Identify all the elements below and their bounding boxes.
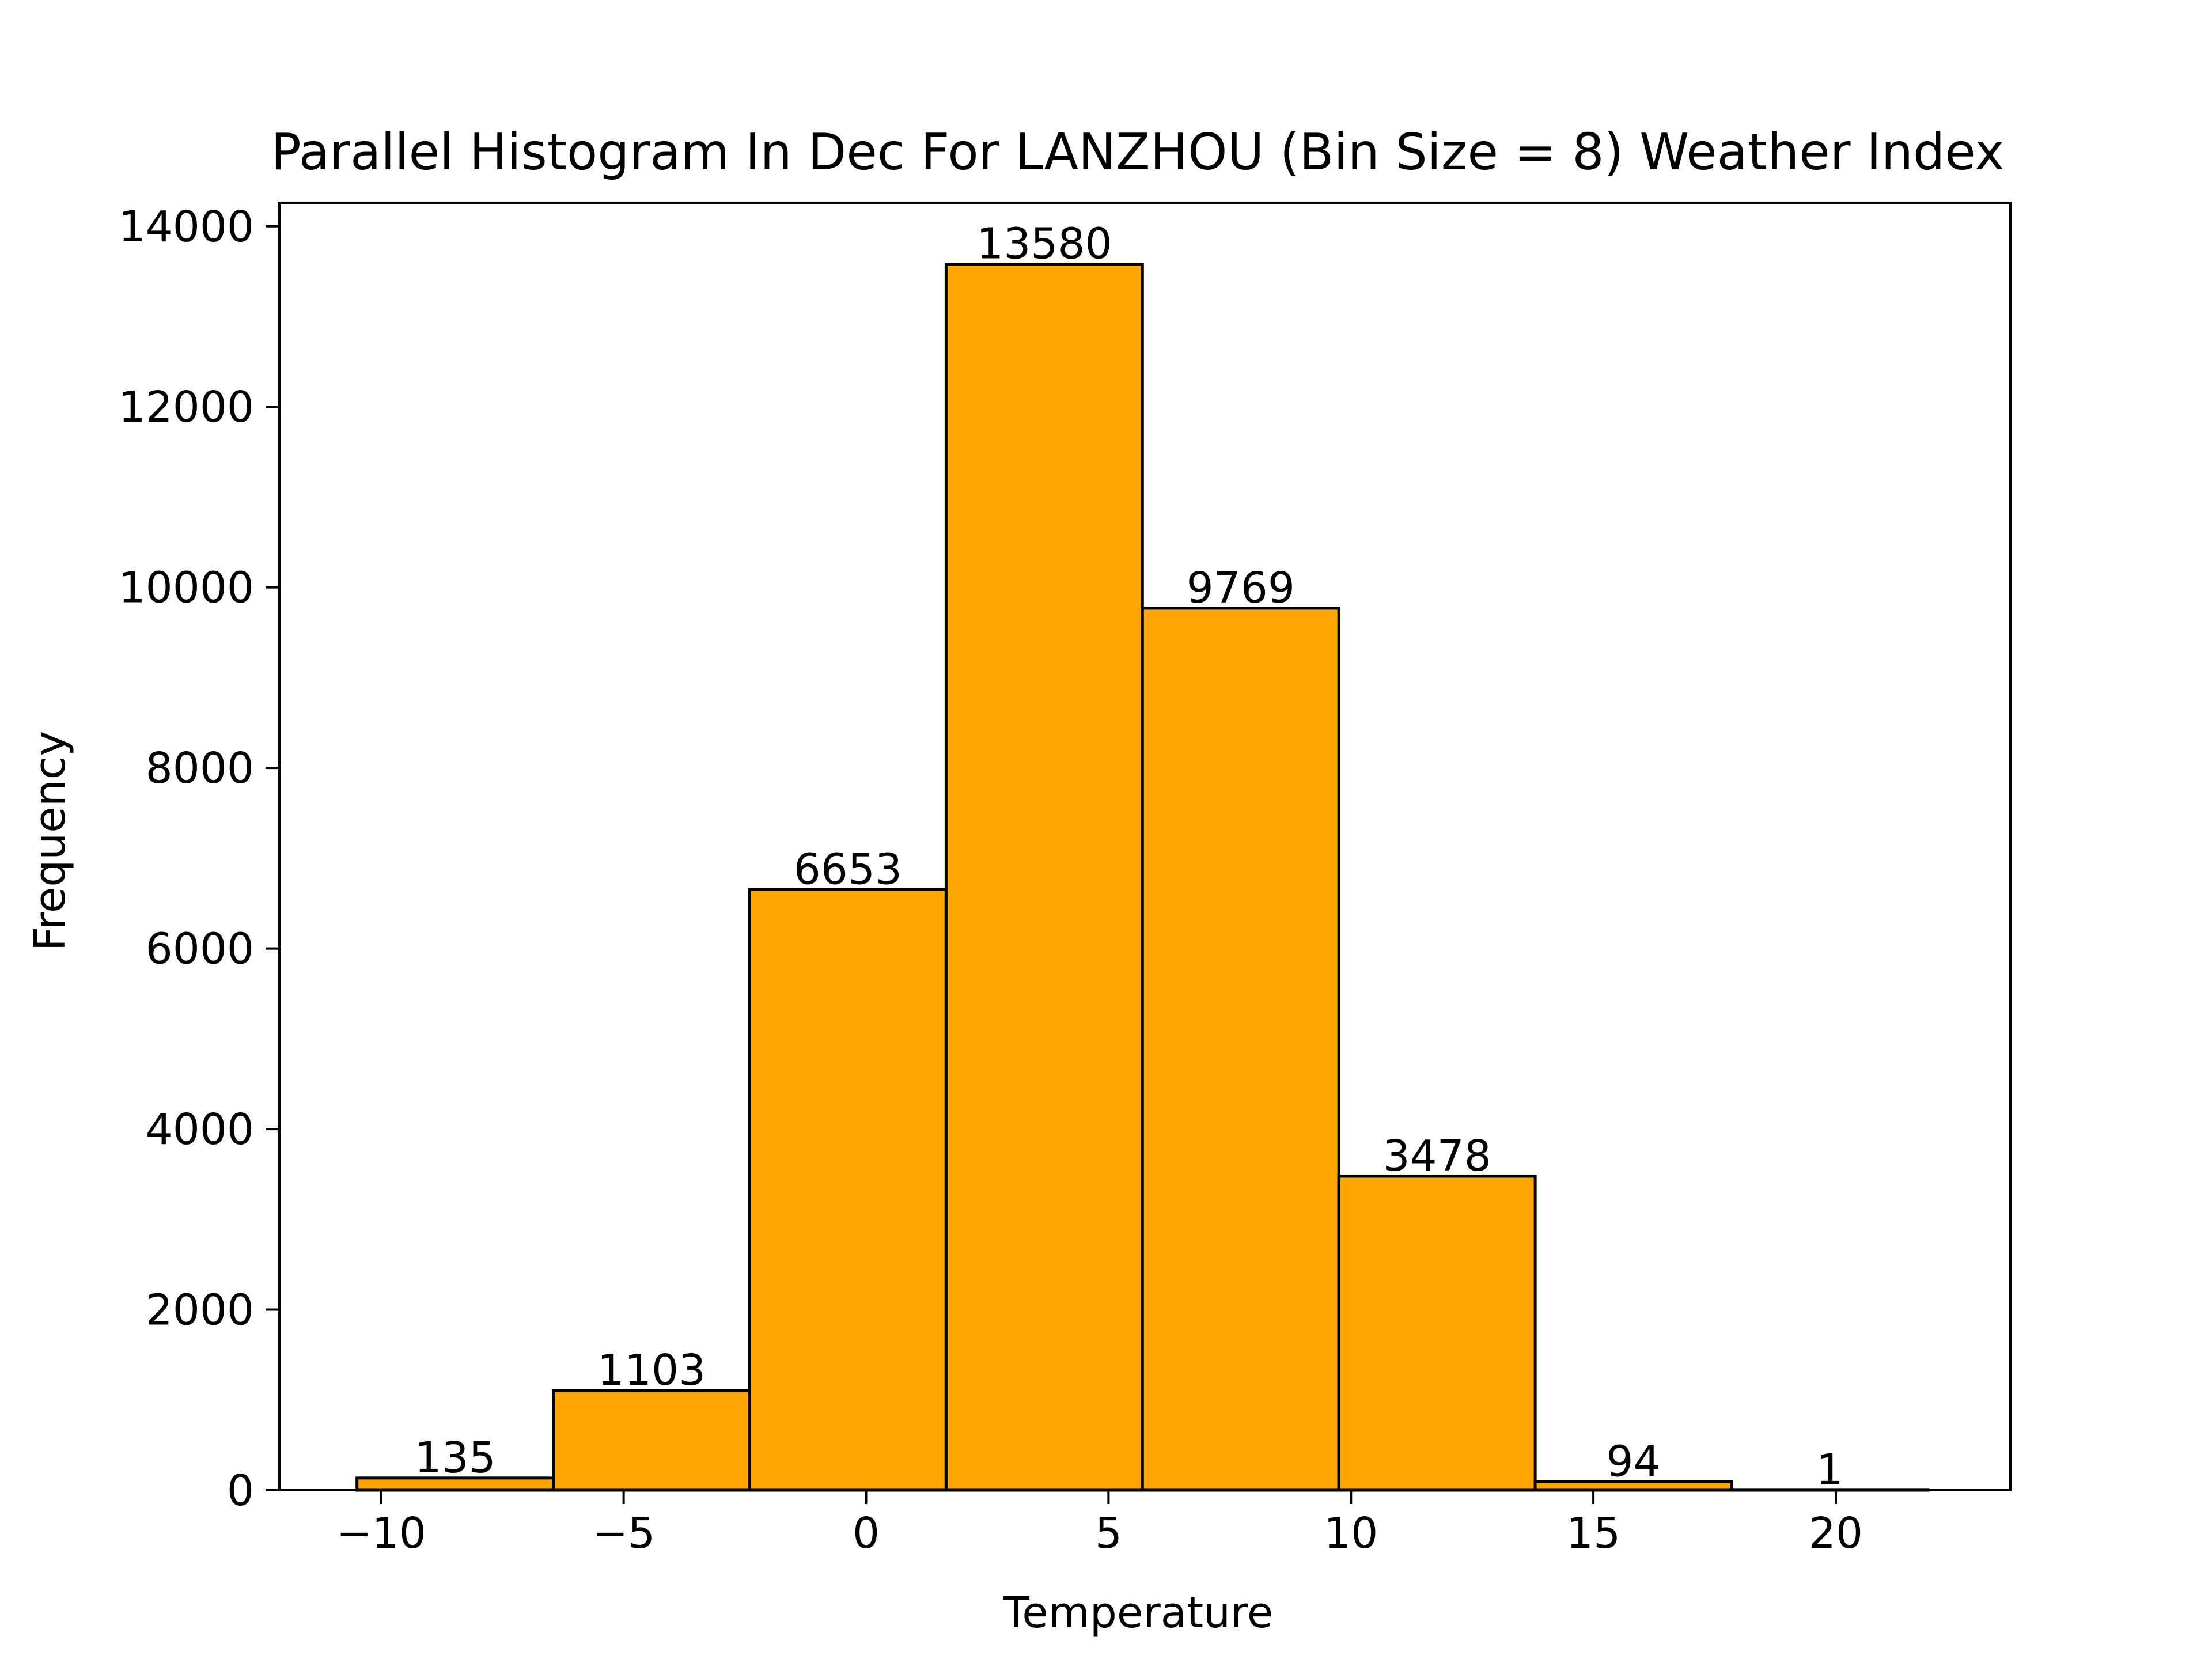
x-tick-label: 20 bbox=[1809, 1509, 1863, 1558]
x-tick-label: 10 bbox=[1324, 1509, 1378, 1558]
histogram-bar bbox=[1337, 1175, 1537, 1492]
y-tick-label: 14000 bbox=[119, 202, 254, 252]
y-tick-label: 2000 bbox=[146, 1286, 254, 1335]
y-axis-label: Frequency bbox=[25, 731, 75, 951]
bar-value-label: 135 bbox=[415, 1433, 496, 1483]
x-axis-label: Temperature bbox=[1003, 1588, 1274, 1638]
x-tick-label: 5 bbox=[1095, 1509, 1122, 1558]
x-tick-label: −5 bbox=[592, 1509, 655, 1558]
bar-value-label: 1103 bbox=[597, 1346, 706, 1395]
y-tick-label: 12000 bbox=[119, 382, 254, 432]
bars-group bbox=[355, 263, 1930, 1492]
x-tick-label: 0 bbox=[853, 1509, 880, 1558]
y-tick-label: 0 bbox=[227, 1466, 254, 1516]
histogram-bar bbox=[552, 1389, 751, 1492]
histogram-bar bbox=[1141, 607, 1340, 1492]
bar-value-label: 3478 bbox=[1382, 1131, 1491, 1181]
x-axis-ticks: −10 −5 0 5 10 15 20 bbox=[336, 1490, 1863, 1558]
y-tick-label: 4000 bbox=[146, 1105, 254, 1154]
bar-value-label: 94 bbox=[1606, 1437, 1660, 1486]
histogram-bar bbox=[748, 888, 948, 1492]
y-tick-label: 6000 bbox=[146, 925, 254, 974]
bar-value-label: 1 bbox=[1816, 1445, 1843, 1495]
x-tick-label: 15 bbox=[1566, 1509, 1620, 1558]
histogram-bar bbox=[944, 263, 1144, 1492]
chart-title: Parallel Histogram In Dec For LANZHOU (B… bbox=[271, 123, 2004, 181]
bar-labels-group: 135 1103 6653 13580 9769 3478 94 1 bbox=[415, 219, 1843, 1495]
y-axis-ticks: 0 2000 4000 6000 8000 10000 12000 14000 bbox=[119, 202, 279, 1516]
bar-value-label: 6653 bbox=[794, 844, 902, 894]
bar-value-label: 9769 bbox=[1187, 563, 1295, 613]
x-tick-label: −10 bbox=[336, 1509, 426, 1558]
plot-area-frame bbox=[278, 202, 2012, 1491]
y-tick-label: 10000 bbox=[119, 563, 254, 613]
y-tick-label: 8000 bbox=[146, 744, 254, 793]
bar-value-label: 13580 bbox=[976, 219, 1112, 269]
